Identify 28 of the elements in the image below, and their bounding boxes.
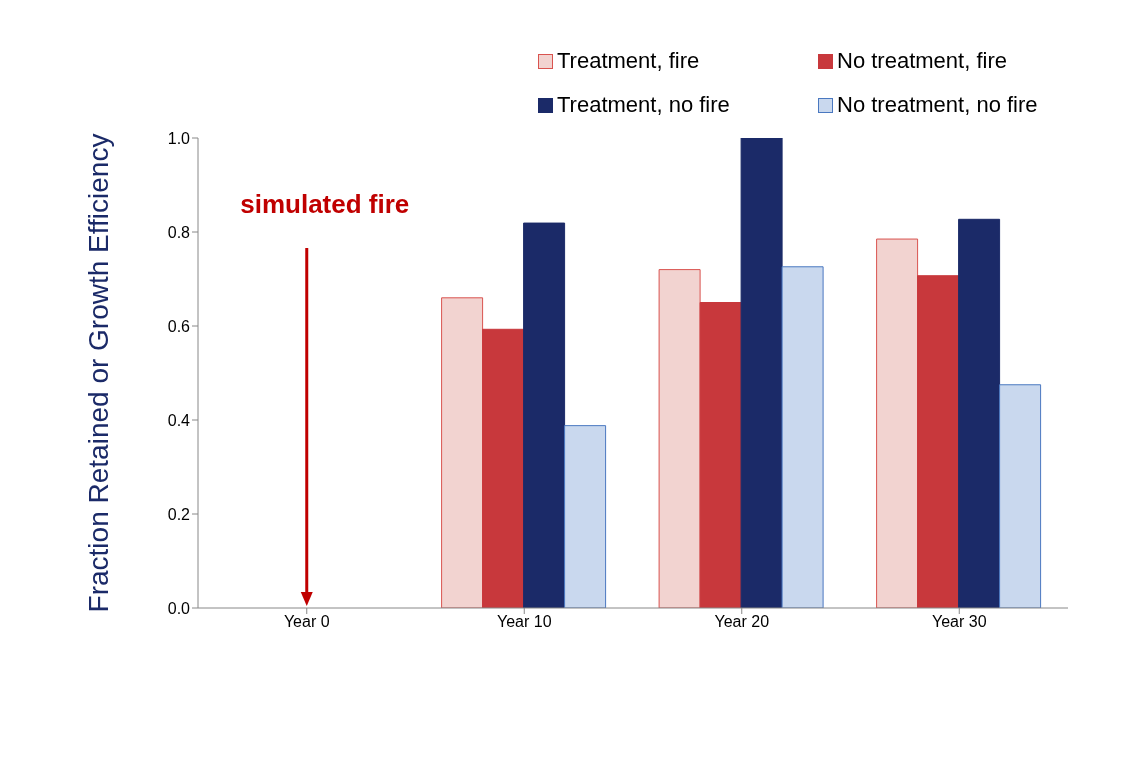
bar xyxy=(699,302,742,608)
x-tick-label: Year 0 xyxy=(283,613,330,631)
y-axis-title: Fraction Retained or Growth Efficiency xyxy=(82,133,114,613)
x-tick-label: Year 10 xyxy=(496,613,552,631)
legend-label: Treatment, no fire xyxy=(557,92,730,118)
bar xyxy=(658,269,701,608)
bar xyxy=(781,266,824,608)
y-tick-label: 1.0 xyxy=(167,129,191,147)
bar xyxy=(564,425,607,608)
x-tick-label: Year 20 xyxy=(714,613,770,631)
bar xyxy=(999,384,1042,608)
legend-label: No treatment, no fire xyxy=(837,92,1038,118)
y-tick-label: 0.6 xyxy=(167,317,191,335)
bar xyxy=(958,218,1001,608)
y-tick-label: 0.2 xyxy=(167,505,191,523)
bar xyxy=(876,238,919,608)
y-tick-label: 0.0 xyxy=(167,599,191,617)
bar xyxy=(917,275,960,608)
bar xyxy=(740,138,783,608)
bar xyxy=(441,297,484,608)
legend-label: No treatment, fire xyxy=(837,48,1007,74)
bar xyxy=(523,222,566,608)
y-tick-label: 0.8 xyxy=(167,223,191,241)
x-tick-label: Year 30 xyxy=(931,613,987,631)
legend-label: Treatment, fire xyxy=(557,48,700,74)
bar xyxy=(482,328,525,608)
y-tick-label: 0.4 xyxy=(167,411,191,429)
annotation: simulated fire xyxy=(240,189,410,219)
